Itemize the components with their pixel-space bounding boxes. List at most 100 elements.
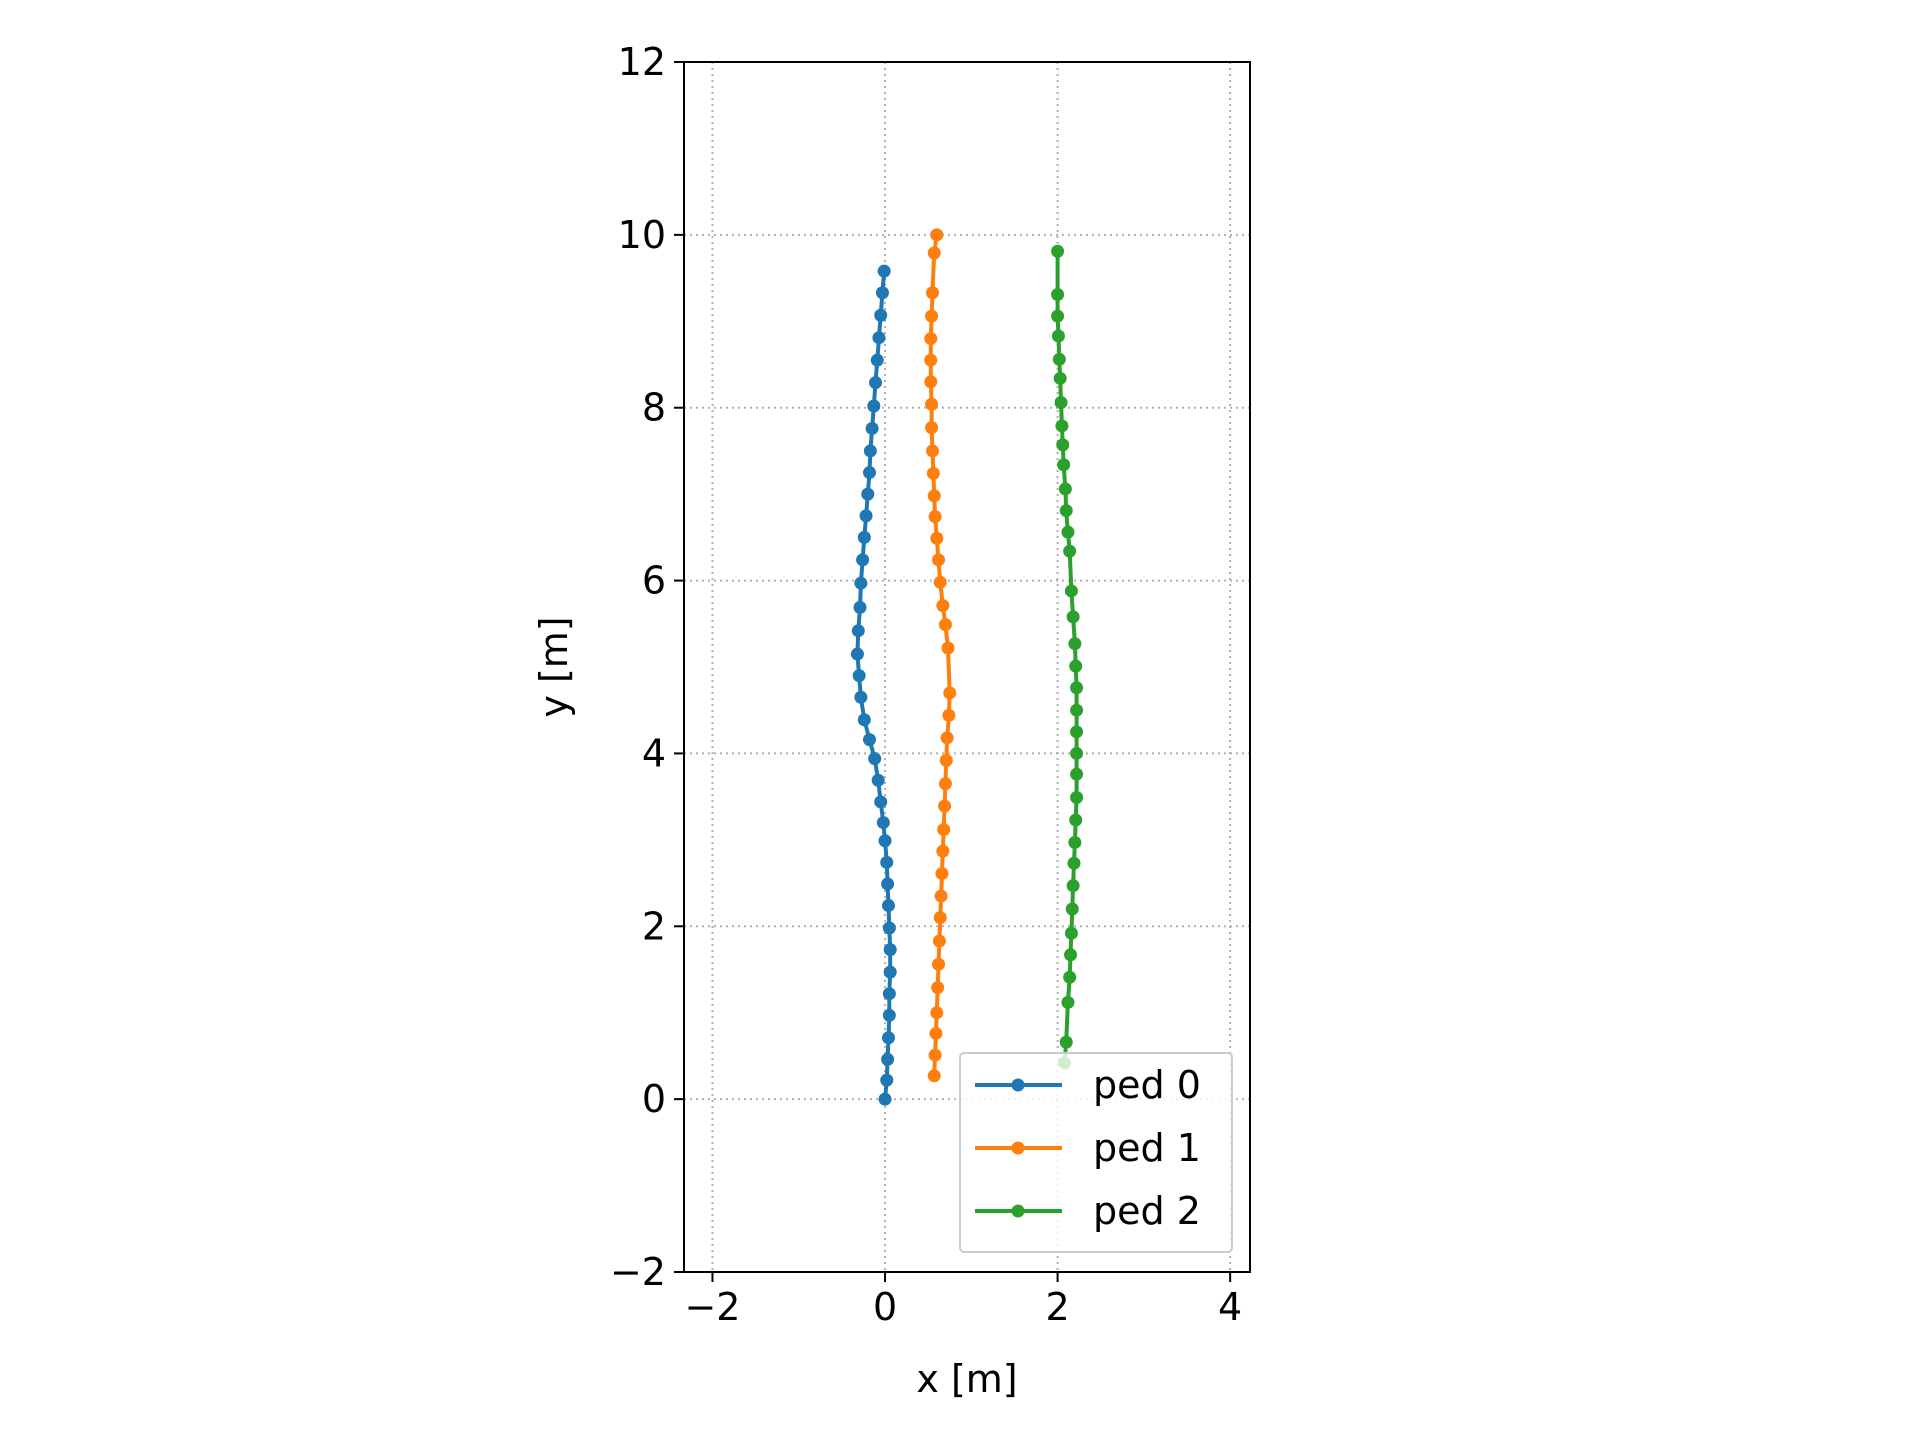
data-point: [927, 489, 941, 503]
data-point: [854, 576, 868, 590]
data-point: [1055, 419, 1069, 433]
data-point: [930, 531, 944, 545]
data-point: [939, 753, 953, 767]
y-tick-label: −2: [610, 1250, 666, 1294]
data-point: [881, 1031, 895, 1045]
data-point: [850, 647, 864, 661]
data-point: [933, 911, 947, 925]
data-point: [938, 618, 952, 632]
data-point: [851, 624, 865, 638]
data-point: [930, 1006, 944, 1020]
y-tick-label: 12: [618, 40, 666, 84]
legend-label: ped 2: [1093, 1189, 1201, 1233]
data-point: [1064, 926, 1078, 940]
data-point: [883, 943, 897, 957]
data-point: [871, 773, 885, 787]
data-point: [938, 777, 952, 791]
legend-marker: [1011, 1078, 1025, 1092]
data-point: [1063, 544, 1077, 558]
data-point: [880, 1073, 894, 1087]
x-tick-label: 0: [873, 1285, 897, 1329]
data-point: [863, 444, 877, 458]
data-point: [932, 553, 946, 567]
data-point: [880, 855, 894, 869]
data-point: [882, 921, 896, 935]
data-point: [934, 889, 948, 903]
y-tick-label: 2: [642, 904, 666, 948]
data-point: [874, 308, 888, 322]
data-point: [869, 376, 883, 390]
data-point: [1069, 813, 1083, 827]
data-point: [928, 1048, 942, 1062]
data-point: [926, 466, 940, 480]
data-point: [1070, 767, 1084, 781]
data-point: [857, 530, 871, 544]
data-point: [932, 957, 946, 971]
data-point: [857, 713, 871, 727]
data-point: [1070, 725, 1084, 739]
y-tick-label: 0: [642, 1077, 666, 1121]
legend: ped 0 ped 1 ped 2: [959, 1052, 1233, 1253]
data-point: [856, 553, 870, 567]
data-point: [859, 509, 873, 523]
data-point: [881, 877, 895, 891]
legend-box: [959, 1052, 1233, 1253]
data-point: [854, 690, 868, 704]
data-point: [927, 246, 941, 260]
data-point: [878, 834, 892, 848]
data-point: [1070, 703, 1084, 717]
data-point: [1053, 371, 1067, 385]
data-point: [938, 799, 952, 813]
legend-marker: [1011, 1204, 1025, 1218]
data-point: [1067, 856, 1081, 870]
data-point: [876, 816, 890, 830]
y-tick-label: 8: [642, 386, 666, 430]
data-point: [925, 397, 939, 411]
data-point: [881, 899, 895, 913]
data-point: [875, 286, 889, 300]
data-point: [1070, 746, 1084, 760]
data-point: [881, 1052, 895, 1066]
data-point: [1057, 458, 1071, 472]
data-point: [1054, 396, 1068, 410]
data-point: [925, 421, 939, 435]
tick-layer: −2 0 2 4 −2 0 2 4 6 8 10 12: [610, 40, 1242, 1329]
x-tick-label: −2: [684, 1285, 740, 1329]
data-point: [929, 1026, 943, 1040]
data-point: [924, 353, 938, 367]
series-ped-0: [850, 264, 897, 1106]
data-point: [924, 332, 938, 346]
data-point: [1056, 438, 1070, 452]
data-point: [925, 309, 939, 323]
data-point: [930, 228, 944, 242]
data-point: [865, 421, 879, 435]
data-point: [874, 795, 888, 809]
data-point: [878, 1092, 892, 1106]
data-point: [936, 844, 950, 858]
data-point: [1066, 879, 1080, 893]
data-point: [872, 331, 886, 345]
data-point: [928, 510, 942, 524]
data-point: [1064, 948, 1078, 962]
data-point: [852, 669, 866, 683]
data-point: [1070, 681, 1084, 695]
data-point: [1070, 791, 1084, 805]
y-tick-label: 10: [618, 213, 666, 257]
data-point: [863, 733, 877, 747]
data-point: [937, 822, 951, 836]
data-point: [1068, 835, 1082, 849]
data-point: [942, 708, 956, 722]
data-point: [1059, 504, 1073, 518]
data-point: [883, 965, 897, 979]
data-point: [932, 934, 946, 948]
data-point: [931, 981, 945, 995]
data-point: [867, 399, 881, 413]
data-point: [1063, 970, 1077, 984]
data-point: [1061, 525, 1075, 539]
data-point: [882, 987, 896, 1001]
data-point: [1068, 637, 1082, 651]
y-tick-label: 4: [642, 731, 666, 775]
data-point: [870, 353, 884, 367]
legend-label: ped 1: [1093, 1126, 1201, 1170]
data-point: [882, 1008, 896, 1022]
